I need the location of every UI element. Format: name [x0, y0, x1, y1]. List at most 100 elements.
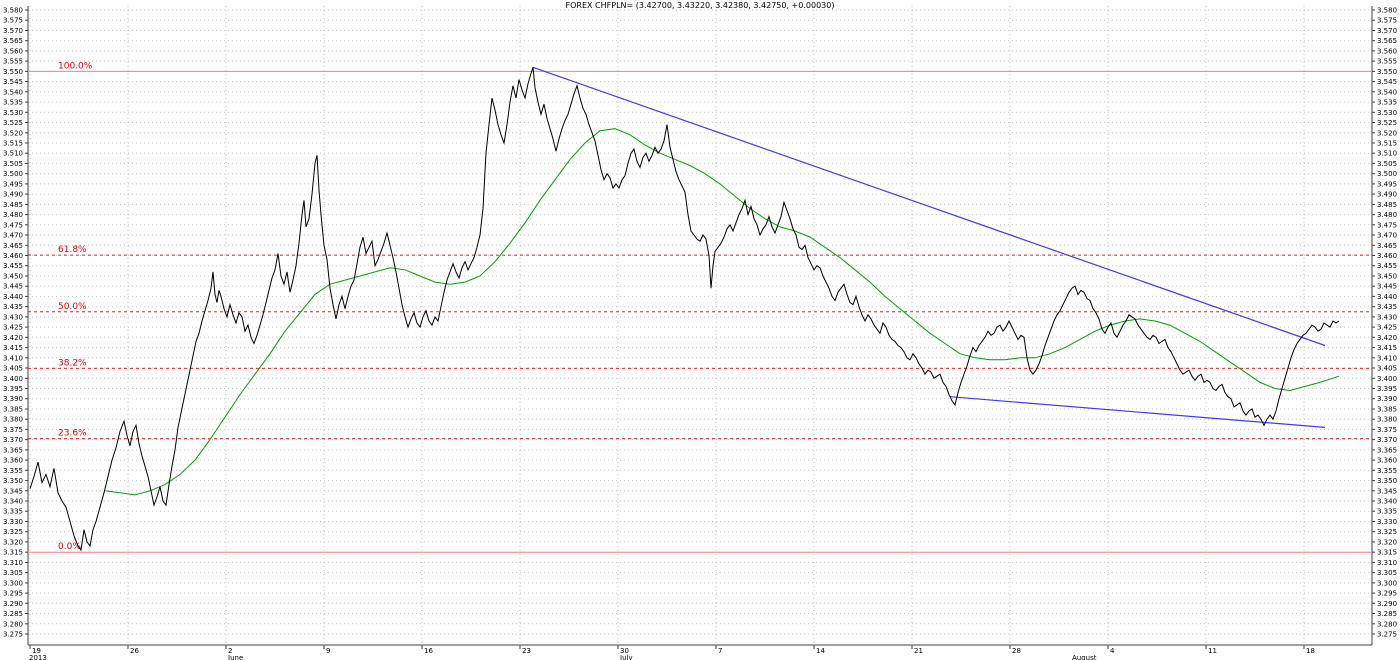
svg-text:3.445: 3.445 — [1377, 283, 1397, 291]
svg-text:3.290: 3.290 — [1377, 600, 1397, 608]
svg-text:3.305: 3.305 — [1377, 569, 1397, 577]
svg-text:3.575: 3.575 — [3, 17, 23, 25]
svg-text:11: 11 — [1208, 647, 1217, 655]
price-line — [29, 67, 1340, 552]
svg-text:3.380: 3.380 — [1377, 416, 1397, 424]
svg-text:3.470: 3.470 — [3, 232, 23, 240]
svg-text:3.570: 3.570 — [1377, 27, 1397, 35]
svg-text:19: 19 — [32, 647, 41, 655]
svg-text:2013: 2013 — [29, 654, 47, 660]
svg-text:3.295: 3.295 — [3, 590, 23, 598]
svg-text:14: 14 — [816, 647, 825, 655]
svg-text:3.280: 3.280 — [3, 620, 23, 628]
svg-text:3.445: 3.445 — [3, 283, 23, 291]
svg-text:3.405: 3.405 — [1377, 365, 1397, 373]
svg-text:3.560: 3.560 — [1377, 47, 1397, 55]
svg-text:50.0%: 50.0% — [58, 302, 87, 312]
svg-text:3.345: 3.345 — [3, 487, 23, 495]
svg-text:3.545: 3.545 — [1377, 78, 1397, 86]
svg-text:3.450: 3.450 — [1377, 273, 1397, 281]
svg-text:23: 23 — [522, 647, 531, 655]
trendlines — [532, 66, 1326, 428]
svg-text:3.440: 3.440 — [1377, 293, 1397, 301]
svg-text:3.460: 3.460 — [3, 252, 23, 260]
svg-text:3.555: 3.555 — [3, 58, 23, 66]
svg-text:3.525: 3.525 — [3, 119, 23, 127]
svg-text:3.380: 3.380 — [3, 416, 23, 424]
svg-text:3.485: 3.485 — [1377, 201, 1397, 209]
svg-text:3.415: 3.415 — [1377, 344, 1397, 352]
svg-text:3.440: 3.440 — [3, 293, 23, 301]
svg-text:3.505: 3.505 — [1377, 160, 1397, 168]
svg-text:100.0%: 100.0% — [58, 61, 93, 71]
svg-text:3.300: 3.300 — [1377, 579, 1397, 587]
svg-text:3.370: 3.370 — [3, 436, 23, 444]
svg-text:3.375: 3.375 — [1377, 426, 1397, 434]
svg-text:3.555: 3.555 — [1377, 58, 1397, 66]
svg-text:3.535: 3.535 — [3, 99, 23, 107]
svg-text:3.470: 3.470 — [1377, 232, 1397, 240]
svg-text:3.510: 3.510 — [3, 150, 23, 158]
svg-text:3.510: 3.510 — [1377, 150, 1397, 158]
svg-text:3.465: 3.465 — [3, 242, 23, 250]
svg-text:3.330: 3.330 — [3, 518, 23, 526]
x-grid-and-labels: 19 26 2 9 16 23 30 7 14 21 28 4 11 18 June July August 20… — [29, 6, 1315, 660]
svg-text:June: June — [227, 654, 243, 660]
svg-text:3.370: 3.370 — [1377, 436, 1397, 444]
moving-average-line — [104, 128, 1340, 496]
svg-text:3.275: 3.275 — [3, 631, 23, 639]
svg-text:3.520: 3.520 — [3, 129, 23, 137]
svg-text:3.325: 3.325 — [3, 528, 23, 536]
svg-text:3.315: 3.315 — [3, 549, 23, 557]
y-grid-and-labels: 3.580 3.580 3.575 3.575 3.570 3.570 3.565 3.565… — [3, 7, 1397, 639]
svg-text:3.530: 3.530 — [3, 109, 23, 117]
svg-text:3.295: 3.295 — [1377, 590, 1397, 598]
svg-text:3.500: 3.500 — [1377, 170, 1397, 178]
svg-text:3.360: 3.360 — [1377, 457, 1397, 465]
svg-text:3.350: 3.350 — [3, 477, 23, 485]
svg-text:3.560: 3.560 — [3, 47, 23, 55]
svg-text:3.580: 3.580 — [1377, 7, 1397, 15]
svg-text:3.385: 3.385 — [3, 406, 23, 414]
svg-text:3.450: 3.450 — [3, 273, 23, 281]
svg-text:3.400: 3.400 — [1377, 375, 1397, 383]
svg-text:38.2%: 38.2% — [58, 358, 87, 368]
svg-text:9: 9 — [326, 647, 330, 655]
svg-text:3.360: 3.360 — [3, 457, 23, 465]
svg-text:3.335: 3.335 — [3, 508, 23, 516]
svg-text:3.320: 3.320 — [3, 538, 23, 546]
svg-text:3.525: 3.525 — [1377, 119, 1397, 127]
svg-text:3.455: 3.455 — [1377, 262, 1397, 270]
svg-text:3.435: 3.435 — [1377, 303, 1397, 311]
svg-text:21: 21 — [914, 647, 923, 655]
svg-text:3.280: 3.280 — [1377, 620, 1397, 628]
svg-text:3.340: 3.340 — [1377, 498, 1397, 506]
svg-text:3.290: 3.290 — [3, 600, 23, 608]
svg-text:3.355: 3.355 — [1377, 467, 1397, 475]
svg-text:3.435: 3.435 — [3, 303, 23, 311]
svg-text:3.575: 3.575 — [1377, 17, 1397, 25]
svg-text:3.565: 3.565 — [1377, 37, 1397, 45]
svg-text:3.285: 3.285 — [3, 610, 23, 618]
svg-text:3.540: 3.540 — [3, 88, 23, 96]
svg-text:3.275: 3.275 — [1377, 631, 1397, 639]
svg-text:3.310: 3.310 — [1377, 559, 1397, 567]
svg-text:3.410: 3.410 — [3, 354, 23, 362]
svg-text:3.540: 3.540 — [1377, 88, 1397, 96]
svg-text:3.485: 3.485 — [3, 201, 23, 209]
fibonacci-levels: 100.0% 61.8% 50.0% 38.2% 23.6% 0.0% — [28, 61, 1372, 553]
svg-text:3.480: 3.480 — [1377, 211, 1397, 219]
svg-text:3.300: 3.300 — [3, 579, 23, 587]
svg-text:61.8%: 61.8% — [58, 245, 87, 255]
svg-text:3.565: 3.565 — [3, 37, 23, 45]
svg-text:0.0%: 0.0% — [58, 542, 81, 552]
svg-text:7: 7 — [718, 647, 722, 655]
svg-text:26: 26 — [130, 647, 139, 655]
svg-text:3.475: 3.475 — [1377, 221, 1397, 229]
svg-text:3.345: 3.345 — [1377, 487, 1397, 495]
svg-text:3.390: 3.390 — [3, 395, 23, 403]
svg-text:3.480: 3.480 — [3, 211, 23, 219]
svg-text:3.350: 3.350 — [1377, 477, 1397, 485]
